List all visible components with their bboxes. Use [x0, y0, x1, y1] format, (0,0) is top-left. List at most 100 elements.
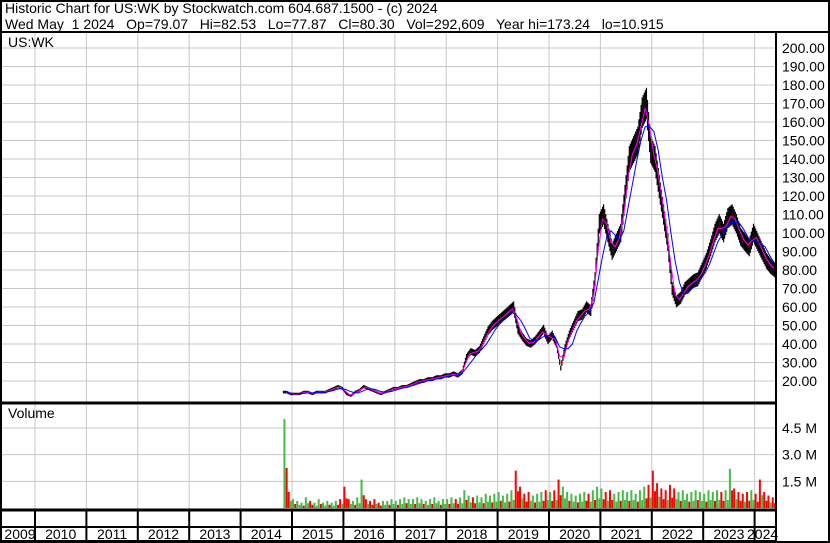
volume-bar — [397, 504, 399, 508]
volume-bar — [418, 503, 421, 508]
volume-bar — [606, 500, 609, 508]
volume-bar — [583, 492, 586, 508]
volume-bar — [594, 500, 597, 508]
year-label: 2020 — [559, 526, 590, 542]
volume-bar — [285, 468, 288, 508]
volume-bar — [300, 502, 303, 508]
volume-bar — [617, 492, 620, 508]
volume-bar — [675, 499, 678, 508]
volume-bar — [758, 479, 761, 508]
volume-bar — [315, 505, 318, 508]
volume-bar — [510, 490, 513, 508]
volume-bar — [386, 500, 389, 508]
volume-bar — [441, 499, 444, 508]
volume-bar — [384, 504, 387, 508]
volume-bar — [619, 500, 622, 508]
volume-bar — [536, 493, 539, 508]
volume-bar — [420, 499, 423, 508]
volume-axis: 4.5 M 3.0 M 1.5 M — [782, 420, 817, 489]
volume-bar — [649, 497, 652, 508]
volume-bar — [525, 501, 528, 508]
volume-bar — [600, 488, 603, 508]
volume-bar — [317, 499, 320, 508]
volume-bar — [591, 490, 594, 508]
price-tick-label: 110.00 — [782, 207, 824, 223]
volume-bar — [519, 486, 522, 508]
volume-bar — [416, 497, 419, 508]
volume-bar — [660, 488, 663, 508]
volume-bar — [733, 488, 736, 508]
volume-bar — [311, 504, 314, 508]
volume-bar — [621, 490, 624, 508]
volume-bar — [324, 505, 327, 508]
volume-bar — [632, 500, 635, 508]
price-tick-label: 170.00 — [782, 96, 825, 112]
volume-bar — [677, 492, 680, 508]
volume-bar — [598, 498, 601, 508]
volume-bar — [681, 490, 684, 508]
volume-bar — [709, 500, 712, 508]
volume-bar — [504, 502, 507, 508]
volume-bar — [568, 500, 571, 508]
ma-long-line — [285, 126, 775, 394]
volume-bar — [330, 502, 333, 508]
volume-bar — [459, 497, 462, 508]
volume-bar — [596, 486, 599, 508]
volume-bar — [426, 504, 429, 508]
volume-bar — [437, 500, 440, 508]
volume-bar — [664, 490, 667, 508]
price-tick-label: 20.00 — [782, 373, 817, 389]
volume-bar — [656, 483, 659, 508]
volume-bar — [506, 493, 509, 508]
volume-bar — [369, 500, 372, 508]
volume-bar — [690, 492, 693, 508]
volume-bar — [754, 493, 757, 508]
volume-bar — [694, 490, 697, 508]
price-tick-label: 100.00 — [782, 225, 825, 241]
volume-bar — [450, 497, 453, 508]
volume-bar — [489, 495, 492, 508]
volume-bar — [463, 490, 466, 508]
volume-bar — [497, 492, 500, 508]
year-axis: 2009 2010 2011 2012 2013 2014 2015 2016 2017 2018… — [4, 510, 778, 542]
volume-bar — [572, 501, 575, 508]
volume-bar — [549, 492, 551, 508]
year-label: 2021 — [611, 526, 642, 542]
year-label: 2018 — [456, 526, 487, 542]
volume-bar — [666, 500, 669, 508]
volume-bar — [589, 501, 592, 508]
volume-bar — [604, 492, 607, 508]
volume-bar — [769, 502, 772, 508]
volume-bar — [538, 501, 541, 508]
volume-bar — [371, 504, 374, 508]
volume-bar — [337, 504, 340, 508]
volume-bar — [564, 498, 567, 508]
year-label: 2011 — [97, 526, 127, 542]
year-label: 2022 — [662, 526, 693, 542]
volume-bar — [516, 491, 519, 508]
volume-bar — [304, 497, 307, 508]
volume-bar — [576, 502, 579, 508]
volume-bar — [636, 501, 639, 508]
price-tick-label: 130.00 — [782, 170, 825, 186]
volume-bar — [480, 497, 483, 508]
volume-bar — [347, 499, 350, 508]
volume-bar — [287, 492, 290, 508]
volume-bar — [334, 500, 337, 508]
volume-bar — [750, 490, 753, 508]
volume-bar — [581, 501, 584, 508]
volume-bar — [611, 500, 614, 508]
volume-bar — [407, 499, 410, 508]
price-bars — [282, 87, 776, 397]
price-tick-label: 140.00 — [782, 151, 825, 167]
volume-bar — [566, 492, 569, 508]
volume-bar — [512, 500, 515, 508]
year-label: 2017 — [405, 526, 436, 542]
volume-bar — [394, 500, 397, 508]
chart-frame — [0, 31, 777, 542]
volume-bar — [351, 500, 354, 508]
chart-title: Historic Chart for US:WK by Stockwatch.c… — [5, 0, 438, 16]
grid — [2, 33, 775, 509]
volume-bar — [761, 495, 764, 508]
volume-bar — [542, 500, 545, 508]
